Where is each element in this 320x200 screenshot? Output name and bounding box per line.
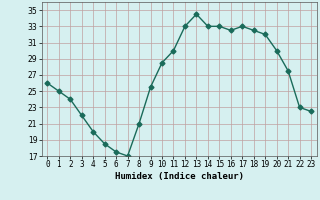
X-axis label: Humidex (Indice chaleur): Humidex (Indice chaleur): [115, 172, 244, 181]
